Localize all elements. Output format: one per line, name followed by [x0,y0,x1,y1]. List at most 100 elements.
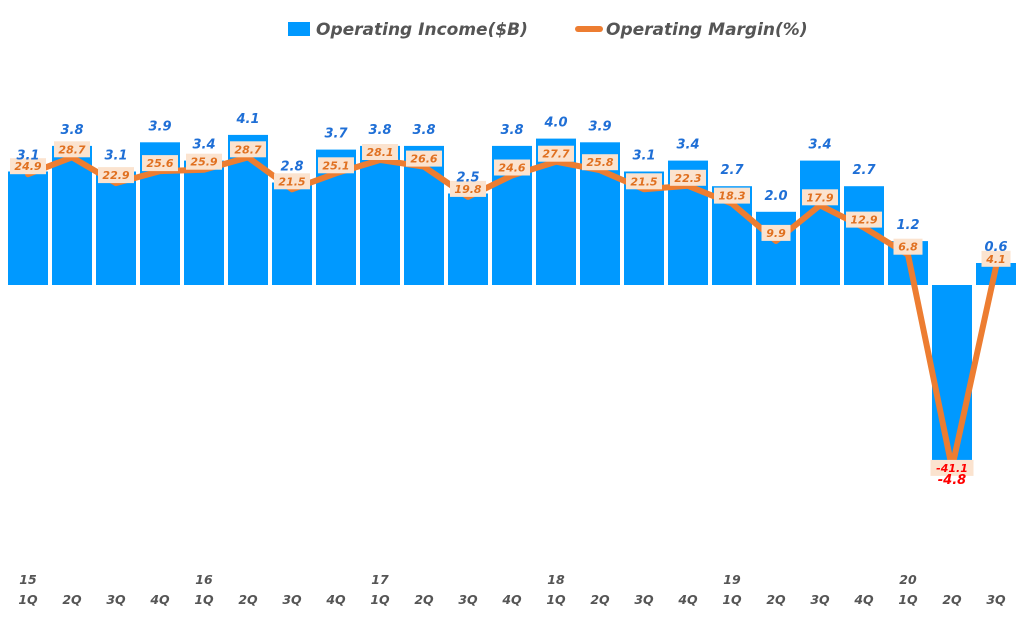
margin-label-box-8 [362,144,398,160]
legend-margin-label: Operating Margin(%) [606,20,808,40]
quarter-label-4: 1Q [194,592,214,607]
year-label-8: 17 [371,572,389,587]
quarter-label-6: 3Q [282,592,302,607]
quarter-label-14: 3Q [634,592,654,607]
quarter-label-8: 1Q [370,592,390,607]
margin-value-label-3: 25.6 [146,157,173,170]
margin-label-box-2 [98,167,134,184]
bar-value-label-16: 2.7 [720,163,744,178]
margin-label-box-11 [494,159,530,176]
margin-label-box-13 [582,154,618,171]
year-label-12: 18 [547,572,565,587]
margin-value-label-21: -41.1 [936,462,968,475]
bar-value-label-14: 3.1 [632,149,655,164]
bar-10 [448,193,488,285]
margin-label-box-5 [230,141,266,158]
year-label-16: 19 [723,572,741,587]
quarter-label-10: 3Q [458,592,478,607]
bar-value-label-17: 2.0 [764,189,787,204]
bar-value-label-8: 3.8 [368,123,391,138]
bar-value-label-10: 2.5 [456,171,479,186]
margin-label-box-10 [450,180,486,197]
bar-value-label-12: 4.0 [543,116,567,131]
margin-label-box-12 [538,145,574,162]
bar-value-label-2: 3.1 [104,149,127,164]
bar-8 [360,145,400,285]
margin-value-label-9: 26.6 [410,153,437,166]
quarter-label-20: 1Q [898,592,918,607]
bar-value-label-20: 1.2 [896,218,919,233]
bar-2 [96,171,136,285]
margin-value-label-19: 12.9 [850,214,877,227]
quarter-label-0: 1Q [18,592,38,607]
margin-value-label-20: 6.8 [898,241,918,254]
year-label-20: 20 [899,572,917,587]
quarter-label-12: 1Q [546,592,566,607]
quarter-label-13: 2Q [590,592,610,607]
margin-value-label-8: 28.1 [366,146,393,159]
quarter-label-17: 2Q [766,592,786,607]
margin-value-label-10: 19.8 [454,183,481,196]
margin-value-label-7: 25.1 [322,159,349,172]
margin-label-box-4 [186,153,222,170]
margin-label-box-20 [893,238,923,255]
quarter-label-5: 2Q [238,592,258,607]
bar-21 [932,285,972,461]
legend-income-label: Operating Income($B) [316,20,528,40]
year-label-4: 16 [195,572,213,587]
margin-value-label-15: 22.3 [674,172,701,185]
quarter-label-15: 4Q [677,592,698,607]
margin-value-label-11: 24.6 [498,162,525,175]
bar-value-label-4: 3.4 [192,138,215,153]
bar-17 [756,211,796,285]
margin-value-label-2: 22.9 [102,169,129,182]
bar-value-label-15: 3.4 [676,138,699,153]
margin-label-box-14 [626,173,662,190]
quarter-label-18: 3Q [810,592,830,607]
margin-label-box-7 [318,157,354,174]
quarter-label-11: 4Q [501,592,522,607]
margin-value-label-5: 28.7 [234,143,261,156]
margin-value-label-16: 18.3 [718,190,745,203]
bar-value-label-21: -4.8 [938,473,966,488]
margin-label-box-16 [714,187,750,204]
bar-value-label-18: 3.4 [808,138,831,153]
bar-value-label-3: 3.9 [148,119,171,134]
bar-value-label-7: 3.7 [324,127,348,142]
margin-label-box-19 [846,211,882,228]
bar-value-label-11: 3.8 [500,123,523,138]
quarter-label-2: 3Q [106,592,126,607]
margin-label-box-15 [670,169,706,186]
margin-label-box-6 [274,173,310,190]
quarter-label-3: 4Q [149,592,170,607]
quarter-label-1: 2Q [62,592,82,607]
bar-0 [8,171,48,285]
margin-label-box-22 [981,250,1011,267]
bar-6 [272,182,312,285]
margin-value-label-18: 17.9 [806,191,833,204]
legend-bar-swatch [288,22,310,36]
margin-label-box-3 [142,155,178,172]
bar-value-label-13: 3.9 [588,119,611,134]
margin-label-box-18 [802,189,838,206]
margin-label-box-0 [10,158,46,175]
bar-value-label-5: 4.1 [235,112,259,127]
margin-value-label-12: 27.7 [542,148,569,161]
margin-value-label-22: 4.1 [985,253,1006,266]
year-label-0: 15 [19,572,37,587]
quarter-label-21: 2Q [942,592,962,607]
quarter-label-22: 3Q [986,592,1006,607]
quarter-label-19: 4Q [853,592,874,607]
bar-value-label-1: 3.8 [60,123,83,138]
bar-value-label-19: 2.7 [852,163,876,178]
quarter-label-16: 1Q [722,592,742,607]
bar-value-label-6: 2.8 [280,160,303,175]
margin-value-label-4: 25.9 [190,156,217,169]
bar-value-label-9: 3.8 [412,123,435,138]
quarter-label-9: 2Q [414,592,434,607]
bar-4 [184,160,224,285]
quarter-label-7: 4Q [325,592,346,607]
margin-value-label-13: 25.8 [586,156,613,169]
margin-label-box-9 [406,150,442,167]
